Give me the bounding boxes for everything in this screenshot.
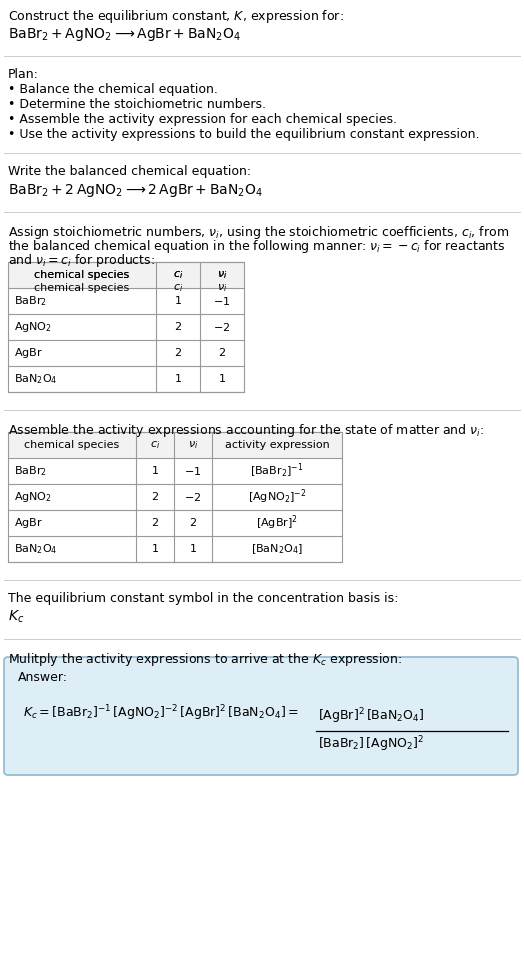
Text: $\nu_i$: $\nu_i$ [188,439,198,451]
Text: Assign stoichiometric numbers, $\nu_i$, using the stoichiometric coefficients, $: Assign stoichiometric numbers, $\nu_i$, … [8,224,509,241]
Text: $\nu_i$: $\nu_i$ [217,269,227,281]
Text: $\nu_i$: $\nu_i$ [217,269,227,281]
Text: $c_i$: $c_i$ [150,439,160,451]
Text: chemical species: chemical species [25,440,119,450]
Text: $-2$: $-2$ [184,491,202,503]
Text: $\mathrm{AgBr}$: $\mathrm{AgBr}$ [14,516,43,530]
Text: 2: 2 [174,348,181,358]
Text: chemical species: chemical species [35,283,129,293]
Text: activity expression: activity expression [225,440,330,450]
Text: $\mathrm{AgNO_2}$: $\mathrm{AgNO_2}$ [14,490,52,504]
Text: $c_i$: $c_i$ [173,269,183,281]
Text: • Assemble the activity expression for each chemical species.: • Assemble the activity expression for e… [8,113,397,126]
Text: $\mathrm{BaN_2O_4}$: $\mathrm{BaN_2O_4}$ [14,542,58,556]
Text: 2: 2 [174,322,181,332]
Text: the balanced chemical equation in the following manner: $\nu_i = -c_i$ for react: the balanced chemical equation in the fo… [8,238,506,255]
Bar [8,432,342,458]
Text: 2: 2 [151,518,159,528]
Text: 1: 1 [151,466,158,476]
Text: Construct the equilibrium constant, $K$, expression for:: Construct the equilibrium constant, $K$,… [8,8,344,25]
Text: $-1$: $-1$ [184,465,202,477]
FancyBboxPatch shape [4,657,518,775]
Text: $c_i$: $c_i$ [173,282,183,293]
Text: 2: 2 [219,348,225,358]
Bar [8,262,244,392]
Text: Answer:: Answer: [18,671,68,684]
Text: 1: 1 [174,296,181,306]
Text: Plan:: Plan: [8,68,39,81]
Text: $\mathrm{BaBr_2 + AgNO_2 \longrightarrow AgBr + BaN_2O_4}$: $\mathrm{BaBr_2 + AgNO_2 \longrightarrow… [8,26,241,43]
Text: $\mathrm{BaN_2O_4}$: $\mathrm{BaN_2O_4}$ [14,372,58,386]
Bar [8,432,342,562]
Text: Mulitply the activity expressions to arrive at the $K_c$ expression:: Mulitply the activity expressions to arr… [8,651,402,668]
Bar [8,262,244,288]
Text: $[\mathrm{AgNO_2}]^{-2}$: $[\mathrm{AgNO_2}]^{-2}$ [248,488,307,506]
Text: 1: 1 [174,374,181,384]
Text: $[\mathrm{BaBr_2}]\,[\mathrm{AgNO_2}]^2$: $[\mathrm{BaBr_2}]\,[\mathrm{AgNO_2}]^2$ [318,735,424,754]
Text: $c_i$: $c_i$ [173,269,183,281]
Text: $\nu_i$: $\nu_i$ [217,282,227,293]
Bar [8,262,244,392]
Text: $\mathrm{BaBr_2}$: $\mathrm{BaBr_2}$ [14,464,47,478]
Text: $[\mathrm{AgBr}]^2$: $[\mathrm{AgBr}]^2$ [256,514,298,532]
Text: The equilibrium constant symbol in the concentration basis is:: The equilibrium constant symbol in the c… [8,592,398,605]
Text: $\mathrm{AgBr}$: $\mathrm{AgBr}$ [14,346,43,360]
Text: 1: 1 [151,544,158,554]
Text: Write the balanced chemical equation:: Write the balanced chemical equation: [8,165,251,178]
Text: $K_c = [\mathrm{BaBr_2}]^{-1}\,[\mathrm{AgNO_2}]^{-2}\,[\mathrm{AgBr}]^2\,[\math: $K_c = [\mathrm{BaBr_2}]^{-1}\,[\mathrm{… [23,703,299,722]
Text: • Determine the stoichiometric numbers.: • Determine the stoichiometric numbers. [8,98,266,111]
Text: $[\mathrm{BaN_2O_4}]$: $[\mathrm{BaN_2O_4}]$ [251,542,303,556]
Text: • Balance the chemical equation.: • Balance the chemical equation. [8,83,218,96]
Text: $\mathrm{AgNO_2}$: $\mathrm{AgNO_2}$ [14,320,52,334]
Text: chemical species: chemical species [35,270,129,280]
Text: $\mathrm{BaBr_2}$: $\mathrm{BaBr_2}$ [14,294,47,308]
Text: $[\mathrm{AgBr}]^2\,[\mathrm{BaN_2O_4}]$: $[\mathrm{AgBr}]^2\,[\mathrm{BaN_2O_4}]$ [318,706,424,726]
Text: 2: 2 [151,492,159,502]
Text: $K_c$: $K_c$ [8,609,24,625]
Text: chemical species: chemical species [35,270,129,280]
Text: Assemble the activity expressions accounting for the state of matter and $\nu_i$: Assemble the activity expressions accoun… [8,422,484,439]
Text: • Use the activity expressions to build the equilibrium constant expression.: • Use the activity expressions to build … [8,128,479,141]
Text: 2: 2 [190,518,196,528]
Text: $\mathrm{BaBr_2 + 2\,AgNO_2 \longrightarrow 2\,AgBr + BaN_2O_4}$: $\mathrm{BaBr_2 + 2\,AgNO_2 \longrightar… [8,182,263,199]
Text: $[\mathrm{BaBr_2}]^{-1}$: $[\mathrm{BaBr_2}]^{-1}$ [250,462,304,480]
Bar [8,432,342,562]
Text: and $\nu_i = c_i$ for products:: and $\nu_i = c_i$ for products: [8,252,155,269]
Text: 1: 1 [190,544,196,554]
Text: $-2$: $-2$ [213,321,231,333]
Text: 1: 1 [219,374,225,384]
Text: $-1$: $-1$ [213,295,231,307]
